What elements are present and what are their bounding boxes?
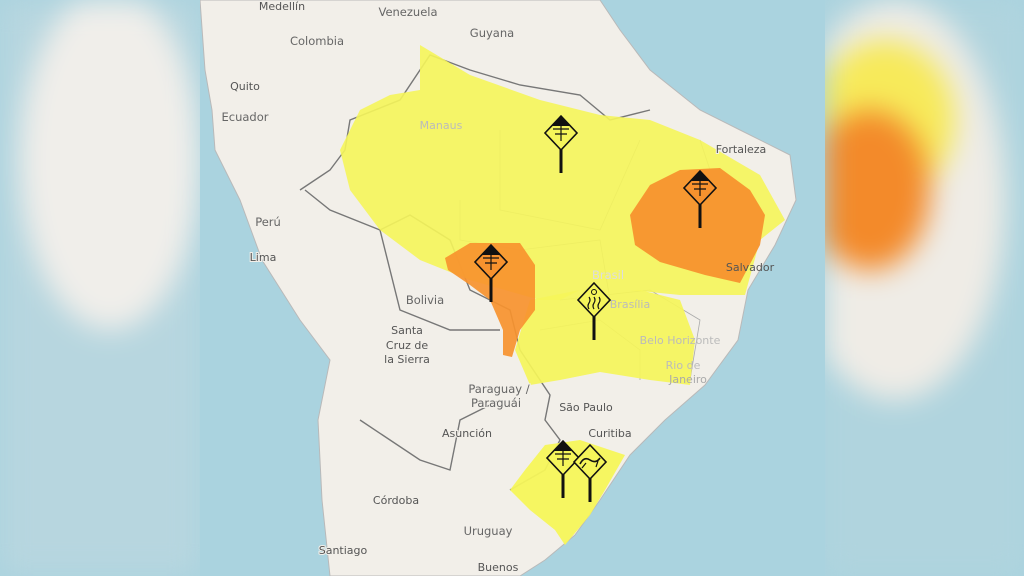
alert-marker-yellow[interactable]	[576, 281, 612, 340]
country-label: Paraguái	[471, 396, 521, 410]
alert-marker-yellow[interactable]	[543, 114, 579, 173]
alert-marker-yellow[interactable]	[545, 439, 581, 498]
country-label: Brasil	[592, 268, 624, 282]
country-label: Colombia	[290, 34, 344, 48]
country-label: Ecuador	[222, 110, 269, 124]
city-label: Belo Horizonte	[640, 334, 721, 347]
blurred-left-panel	[0, 0, 200, 576]
city-label: Buenos	[478, 561, 519, 574]
map-labels: Medellín Venezuela Guyana Colombia Quito…	[221, 0, 775, 575]
city-label: Santa	[391, 324, 423, 337]
alert-marker-orange[interactable]	[682, 169, 718, 228]
country-label: Bolivia	[406, 293, 444, 307]
alert-area-orange-northeast[interactable]	[630, 168, 765, 283]
alert-area-yellow-central[interactable]	[515, 290, 695, 385]
city-label: Asunción	[442, 427, 492, 440]
alert-markers[interactable]	[473, 114, 718, 502]
city-label: Córdoba	[373, 494, 419, 507]
city-label: Quito	[230, 80, 260, 93]
city-label: Medellín	[259, 0, 305, 13]
alert-map[interactable]: Medellín Venezuela Guyana Colombia Quito…	[200, 0, 825, 576]
country-label: Guyana	[470, 26, 514, 40]
city-label: Brasília	[610, 298, 650, 311]
city-label: Janeiro	[668, 373, 707, 386]
city-label: Santiago	[319, 544, 368, 557]
country-label: Uruguay	[464, 524, 513, 538]
city-label: São Paulo	[559, 401, 613, 414]
city-label: Fortaleza	[716, 143, 767, 156]
country-label: Perú	[255, 215, 281, 229]
city-label: Rio de	[666, 359, 701, 372]
city-label: Cruz de	[386, 339, 428, 352]
heat-wave-icon	[576, 281, 612, 319]
city-label: Salvador	[726, 261, 775, 274]
city-label: la Sierra	[384, 353, 430, 366]
alert-marker-orange[interactable]	[473, 243, 509, 302]
country-label: Paraguay /	[468, 382, 529, 396]
city-label: Manaus	[420, 119, 463, 132]
country-label: Venezuela	[378, 5, 437, 19]
alert-marker-yellow[interactable]	[572, 443, 608, 502]
city-label: Lima	[250, 251, 277, 264]
city-label: Curitiba	[588, 427, 631, 440]
gale-wind-icon	[572, 443, 608, 481]
blurred-right-panel	[825, 0, 1024, 576]
